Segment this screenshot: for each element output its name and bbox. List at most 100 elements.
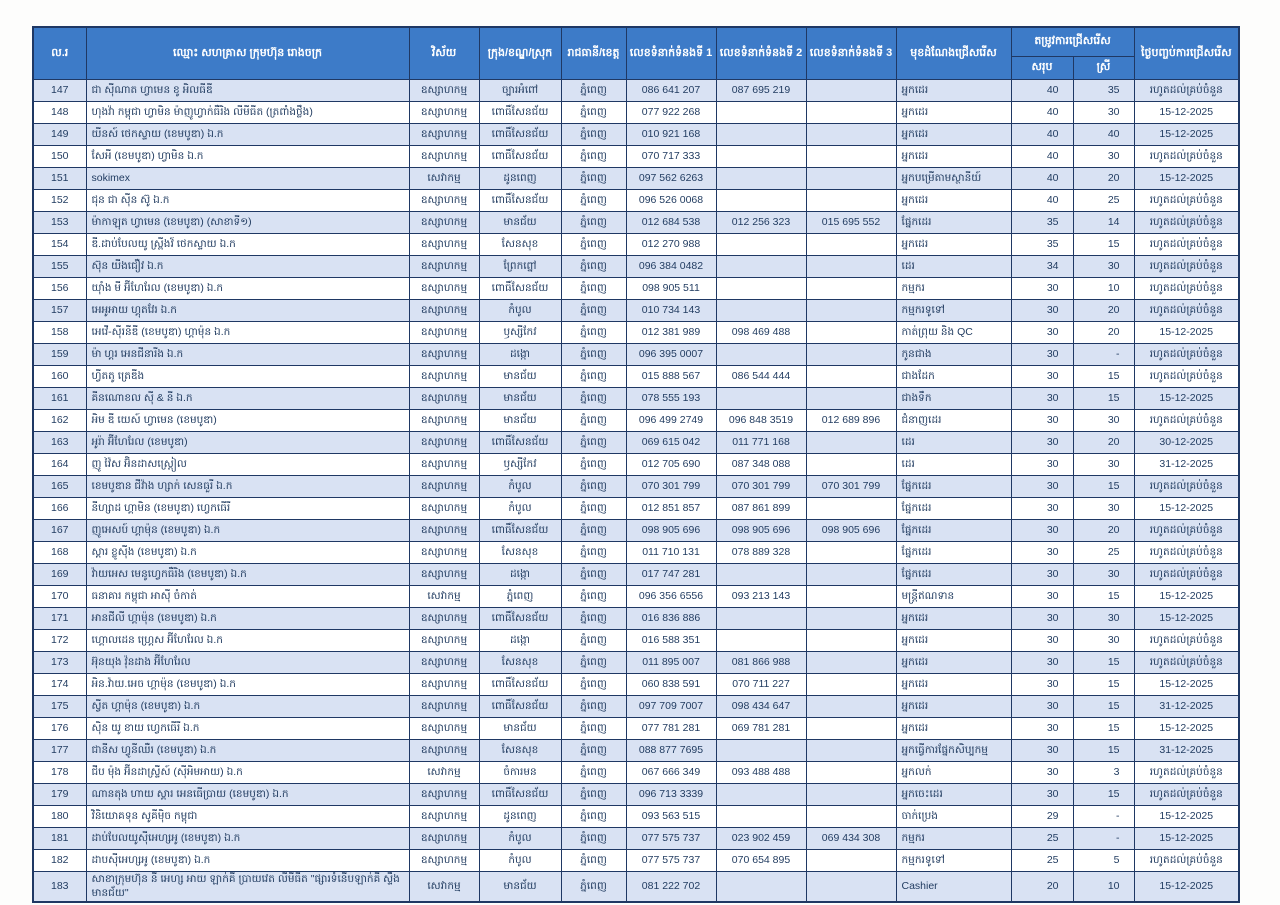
province-cell: ភ្នំពេញ: [560, 695, 627, 718]
sector-cell: ឧស្សាហកម្ម: [408, 233, 480, 256]
district-cell: មានជ័យ: [478, 211, 562, 234]
female-cell: 15: [1072, 717, 1135, 740]
tel1-cell: 069 615 042: [625, 431, 717, 454]
no-cell: 150: [32, 145, 87, 168]
tel2-cell: [715, 739, 807, 762]
district-cell: ភ្នំពេញ: [478, 585, 562, 608]
position-cell: ជំនាញដេរ: [895, 409, 1012, 432]
total-cell: 29: [1010, 805, 1074, 828]
no-cell: 147: [32, 79, 87, 102]
tel1-cell: 011 710 131: [625, 541, 717, 564]
sector-cell: ឧស្សាហកម្ម: [408, 189, 480, 212]
tel1-cell: 017 747 281: [625, 563, 717, 586]
province-cell: ភ្នំពេញ: [560, 343, 627, 366]
position-cell: ជាងដែក: [895, 365, 1012, 388]
tel2-cell: [715, 563, 807, 586]
name-cell: ខេមបូឌាន ជីវ៉ាង ហ្សាក់ សេនធួរី ឯ.ក: [85, 475, 410, 498]
tel3-cell: [805, 541, 897, 564]
position-cell: អ្នកចេះដេរ: [895, 783, 1012, 806]
table-row: 161 គីនណោខល ស៊ី & នី ឯ.ក ឧស្សាហកម្ម មានជ័យភ…: [32, 387, 1240, 410]
tel2-cell: 098 434 647: [715, 695, 807, 718]
tel3-cell: [805, 849, 897, 872]
total-cell: 25: [1010, 827, 1074, 850]
tel1-cell: 012 684 538: [625, 211, 717, 234]
no-cell: 173: [32, 651, 87, 674]
tel2-cell: 069 781 281: [715, 717, 807, 740]
deadline-cell: 15-12-2025: [1133, 827, 1240, 850]
total-cell: 30: [1010, 475, 1074, 498]
tel2-cell: 096 848 3519: [715, 409, 807, 432]
tel2-cell: 086 544 444: [715, 365, 807, 388]
tel1-cell: 060 838 591: [625, 673, 717, 696]
no-cell: 172: [32, 629, 87, 652]
district-cell: ពោធិ៍សែនជ័យ: [478, 123, 562, 146]
province-cell: ភ្នំពេញ: [560, 299, 627, 322]
deadline-cell: 31-12-2025: [1133, 739, 1240, 762]
table-row: 157 អេអូអាយ ហ្គុតវែរ ឯ.ក ឧស្សាហកម្ម កំបូល ភ្…: [32, 299, 1240, 322]
position-cell: កម្មករទូទៅ: [895, 849, 1012, 872]
deadline-cell: រហូតដល់គ្រប់ចំនួន: [1133, 255, 1240, 278]
total-cell: 30: [1010, 695, 1074, 718]
deadline-cell: រហូតដល់គ្រប់ចំនួន: [1133, 761, 1240, 784]
deadline-cell: រហូតដល់គ្រប់ចំនួន: [1133, 343, 1240, 366]
name-cell: ម៉ាកាឡុត ហ្វាមេន (ខេមបូឌា) (សាខាទី១): [85, 211, 410, 234]
sector-cell: ឧស្សាហកម្ម: [408, 453, 480, 476]
province-cell: ភ្នំពេញ: [560, 233, 627, 256]
tel3-cell: [805, 585, 897, 608]
no-cell: 148: [32, 101, 87, 124]
province-cell: ភ្នំពេញ: [560, 783, 627, 806]
tel1-cell: 093 563 515: [625, 805, 717, 828]
tel2-cell: 078 889 328: [715, 541, 807, 564]
province-cell: ភ្នំពេញ: [560, 827, 627, 850]
deadline-cell: រហូតដល់គ្រប់ចំនួន: [1133, 145, 1240, 168]
tel3-cell: [805, 695, 897, 718]
province-cell: ភ្នំពេញ: [560, 541, 627, 564]
district-cell: ឫស្សីកែវ: [478, 453, 562, 476]
position-cell: ផ្នែកដេរ: [895, 497, 1012, 520]
province-cell: ភ្នំពេញ: [560, 585, 627, 608]
no-cell: 157: [32, 299, 87, 322]
tel1-cell: 098 905 696: [625, 519, 717, 542]
province-cell: ភ្នំពេញ: [560, 871, 627, 903]
tel3-cell: 098 905 696: [805, 519, 897, 542]
tel3-cell: 069 434 308: [805, 827, 897, 850]
tel3-cell: [805, 453, 897, 476]
sector-cell: ឧស្សាហកម្ម: [408, 717, 480, 740]
table-row: 169 វ៉ាយអេស មេនូហ្វេកធឺរិង (ខេមបូឌា) ឯ.កឧ…: [32, 563, 1240, 586]
no-cell: 168: [32, 541, 87, 564]
sector-cell: ឧស្សាហកម្ម: [408, 145, 480, 168]
tel3-cell: [805, 673, 897, 696]
sector-cell: ឧស្សាហកម្ម: [408, 343, 480, 366]
district-cell: មានជ័យ: [478, 409, 562, 432]
position-cell: កាត់ព្រុយ និង QC: [895, 321, 1012, 344]
header-sector: វិស័យ: [408, 26, 480, 80]
province-cell: ភ្នំពេញ: [560, 211, 627, 234]
total-cell: 40: [1010, 167, 1074, 190]
position-cell: ផ្នែកដេរ: [895, 211, 1012, 234]
deadline-cell: 30-12-2025: [1133, 431, 1240, 454]
district-cell: ច្បារអំពៅ: [478, 79, 562, 102]
female-cell: 30: [1072, 607, 1135, 630]
sector-cell: ឧស្សាហកម្ម: [408, 387, 480, 410]
position-cell: អ្នកដេរ: [895, 233, 1012, 256]
table-row: 156 យ៉ាំង មី អ៊ីហែរែល (ខេមបូឌា) ឯ.ក ឧស្សាហ…: [32, 277, 1240, 300]
province-cell: ភ្នំពេញ: [560, 365, 627, 388]
district-cell: ដង្កោ: [478, 563, 562, 586]
no-cell: 155: [32, 255, 87, 278]
tel2-cell: [715, 277, 807, 300]
header-tel3: លេខទំនាក់ទំនងទី 3: [805, 26, 897, 80]
header-no: ល.រ: [32, 26, 87, 80]
deadline-cell: 15-12-2025: [1133, 805, 1240, 828]
total-cell: 40: [1010, 79, 1074, 102]
sector-cell: ឧស្សាហកម្ម: [408, 805, 480, 828]
table-row: 172 ហ្គោលដេន ហ្គ្រេស អ៊ីហែរែល ឯ.ក ឧស្សាហកម…: [32, 629, 1240, 652]
female-cell: 15: [1072, 233, 1135, 256]
table-row: 183 សាខាក្រុមហ៊ុន នី អេហ្ស អាយ ឡាក់គី ប្រ…: [32, 871, 1240, 903]
female-cell: 30: [1072, 497, 1135, 520]
table-header: ល.រ ឈ្មោះ សហគ្រាស ក្រុមហ៊ុន រោងចក្រ វិស័…: [32, 26, 1240, 80]
province-cell: ភ្នំពេញ: [560, 387, 627, 410]
deadline-cell: រហូតដល់គ្រប់ចំនួន: [1133, 783, 1240, 806]
position-cell: អ្នកដេរ: [895, 695, 1012, 718]
province-cell: ភ្នំពេញ: [560, 123, 627, 146]
